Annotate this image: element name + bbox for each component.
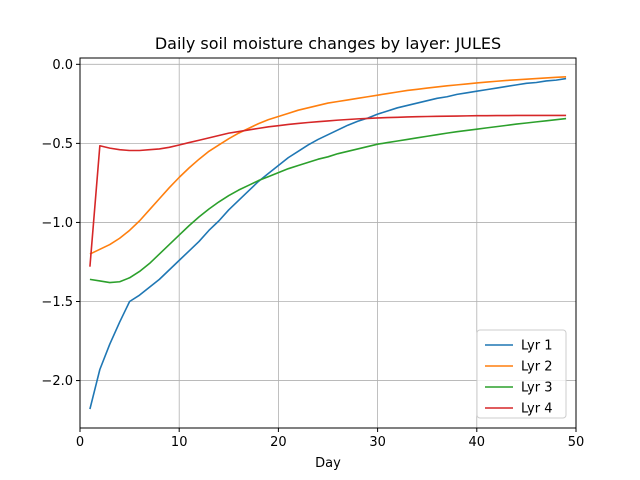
y-tick-label: −1.5 (41, 295, 73, 310)
tick-layer: 0 10 20 30 40 50 0.0 −0.5 −1.0 −1.5 −2.0 (41, 58, 584, 450)
x-tick-label: 10 (171, 435, 188, 450)
x-tick-label: 40 (469, 435, 486, 450)
x-tick-label: 30 (369, 435, 386, 450)
legend-label: Lyr 1 (521, 339, 553, 354)
legend: Lyr 1 Lyr 2 Lyr 3 Lyr 4 (476, 329, 567, 419)
plot-frame (79, 57, 577, 429)
series-line-lyr-2 (89, 76, 567, 255)
y-tick-label: 0.0 (52, 58, 73, 73)
series-layer (89, 76, 567, 410)
y-tick-label: −0.5 (41, 137, 73, 152)
series-line-lyr-3 (89, 117, 567, 284)
x-tick-label: 50 (568, 435, 585, 450)
legend-label: Lyr 2 (521, 360, 553, 375)
x-tick-label: 20 (270, 435, 287, 450)
legend-label: Lyr 3 (521, 381, 553, 396)
legend-label: Lyr 4 (521, 402, 553, 417)
x-axis-label: Day (315, 456, 341, 471)
series-line-lyr-4 (89, 114, 567, 267)
y-tick-label: −1.0 (41, 216, 73, 231)
y-tick-label: −2.0 (41, 374, 73, 389)
x-tick-label: 0 (76, 435, 84, 450)
legend-box (476, 329, 567, 419)
chart-title: Daily soil moisture changes by layer: JU… (155, 34, 501, 53)
series-line-lyr-1 (89, 77, 567, 410)
